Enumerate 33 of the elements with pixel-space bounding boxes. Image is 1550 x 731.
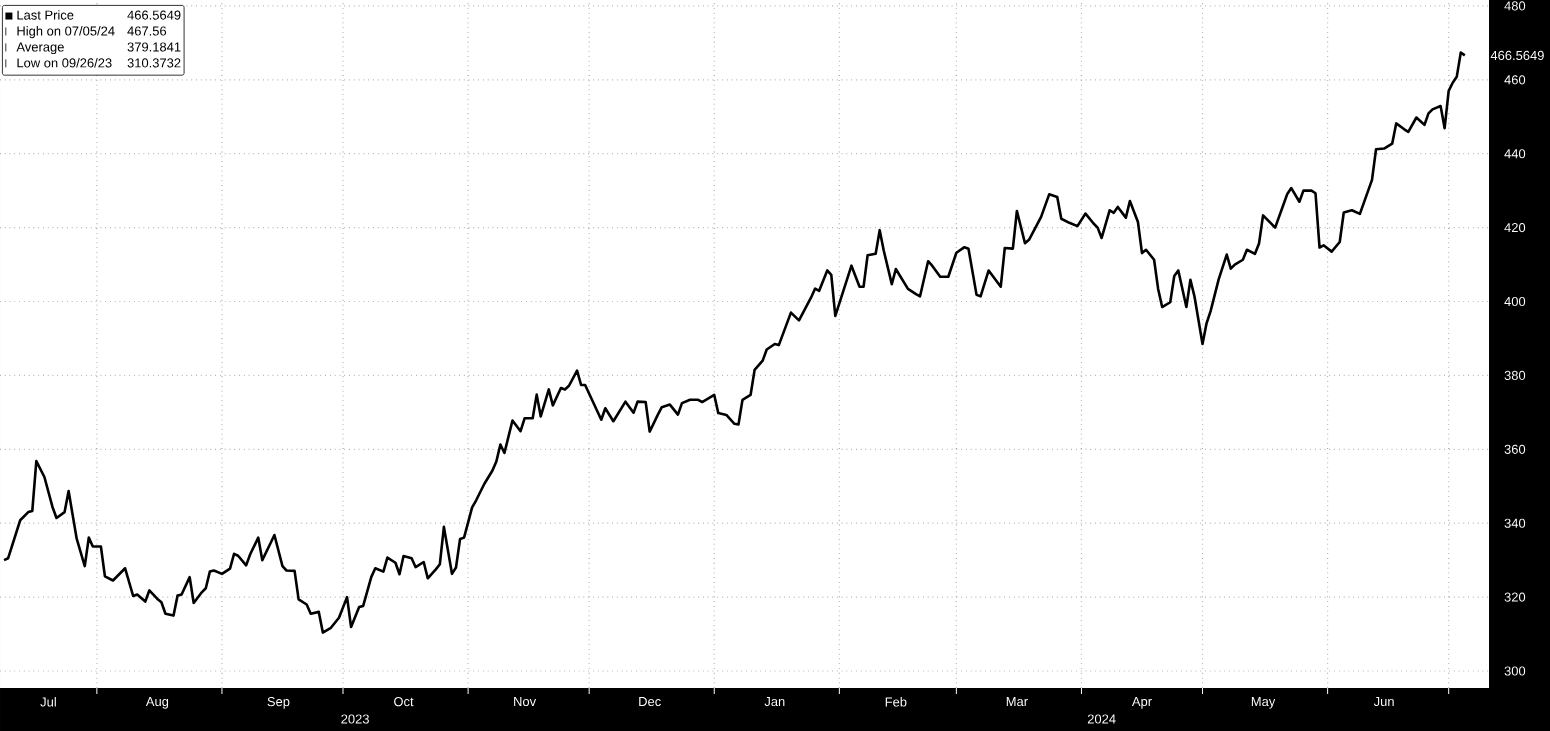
x-tick-label: Oct bbox=[394, 697, 414, 707]
y-tick-label: 360 bbox=[1504, 444, 1526, 454]
y-tick-label: 300 bbox=[1504, 666, 1526, 676]
x-tick-label: Jul bbox=[40, 697, 56, 707]
x-tick-label: May bbox=[1251, 697, 1276, 709]
x-tick-label: Dec bbox=[639, 697, 661, 707]
y-tick-label: 320 bbox=[1504, 592, 1526, 602]
y-tick-label: 460 bbox=[1504, 75, 1526, 85]
x-tick-label: Nov bbox=[514, 697, 537, 707]
annotation: 310.3732 bbox=[127, 58, 181, 68]
text: 2024 bbox=[1087, 714, 1116, 724]
y-tick-label: 420 bbox=[1504, 223, 1526, 233]
y-tick-label: 480 bbox=[1504, 1, 1526, 11]
x-tick-label: Jan bbox=[764, 697, 785, 707]
text: 466.5649 bbox=[1490, 50, 1544, 60]
y-tick-label: 380 bbox=[1504, 370, 1526, 380]
annotation: High on 07/05/24 bbox=[17, 26, 115, 39]
annotation: 466.5649 bbox=[127, 10, 181, 20]
x-tick-label: Jun bbox=[1373, 697, 1394, 707]
text: 2023 bbox=[341, 714, 369, 724]
y-tick-label: 400 bbox=[1504, 296, 1526, 307]
annotation: 379.1841 bbox=[127, 42, 181, 52]
x-tick-label: Mar bbox=[1006, 697, 1028, 707]
x-tick-label: Sep bbox=[267, 697, 290, 709]
y-tick-label: 440 bbox=[1504, 149, 1526, 159]
y-tick-label: 340 bbox=[1504, 518, 1526, 528]
x-tick-label: Feb bbox=[885, 697, 907, 707]
annotation: Last Price bbox=[17, 10, 74, 20]
x-tick-label: Apr bbox=[1131, 697, 1152, 709]
x-tick-label: Aug bbox=[145, 697, 169, 709]
annotation: 467.56 bbox=[127, 26, 167, 36]
annotation: Average bbox=[16, 42, 64, 55]
annotation: Low on 09/26/23 bbox=[17, 58, 112, 68]
